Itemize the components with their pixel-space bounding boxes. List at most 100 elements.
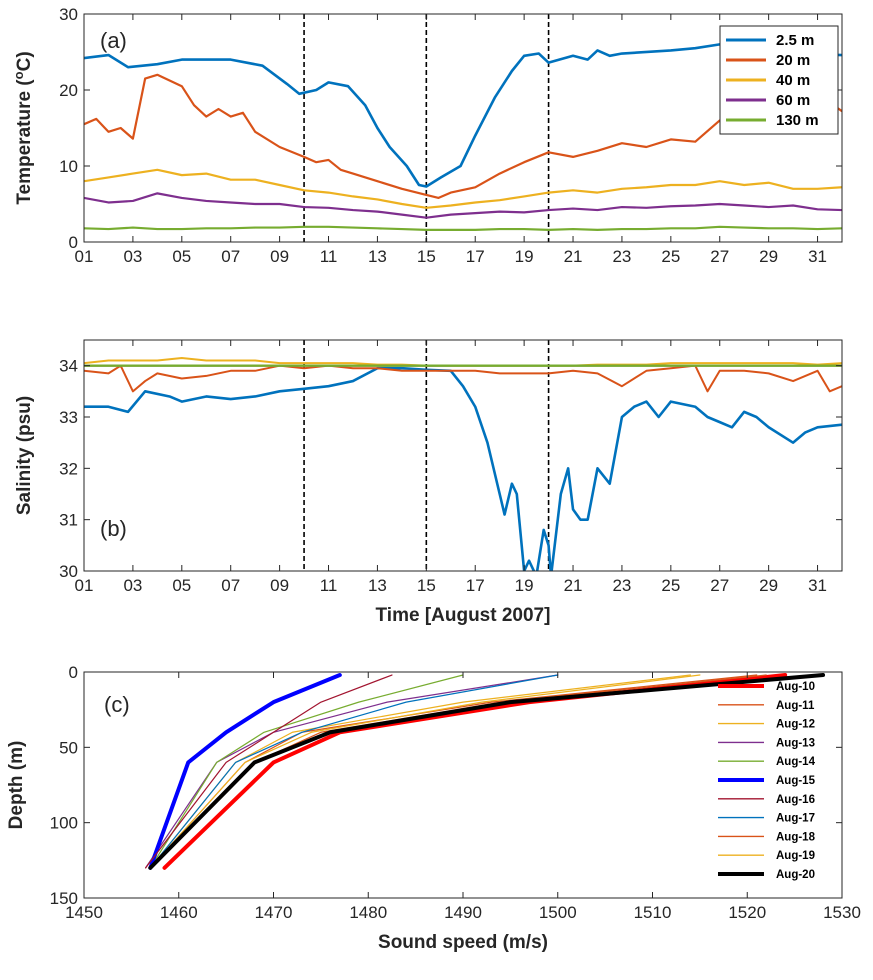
x-tick-label: 27 <box>710 247 729 266</box>
x-tick-label: 05 <box>172 247 191 266</box>
series-line-130-m <box>84 225 842 231</box>
x-tick-label: 25 <box>661 576 680 595</box>
x-tick-label: 17 <box>466 576 485 595</box>
series-line-20-m <box>84 73 842 200</box>
legend-label: 20 m <box>776 52 810 69</box>
legend-label: Aug-17 <box>776 813 815 825</box>
series-line-40-m <box>84 168 842 209</box>
series-line-Aug-16 <box>144 674 393 869</box>
x-tick-label: 01 <box>75 576 94 595</box>
axes-frame <box>83 13 843 243</box>
y-axis-label: Salinity (psu) <box>14 396 35 515</box>
x-tick-label: 25 <box>661 247 680 266</box>
legend-label: Aug-13 <box>776 737 815 749</box>
panel-label: (c) <box>104 692 130 717</box>
x-tick-label: 01 <box>75 247 94 266</box>
y-tick-label: 10 <box>59 157 78 176</box>
legend-label: Aug-11 <box>776 700 815 712</box>
x-tick-label: 1470 <box>255 903 293 922</box>
x-axis-label: Time [August 2007] <box>376 605 551 626</box>
legend-label: Aug-15 <box>776 775 816 787</box>
series-line-2-5-m <box>84 43 842 188</box>
x-tick-label: 1530 <box>823 903 861 922</box>
series-group <box>84 43 842 231</box>
x-tick-label: 19 <box>515 247 534 266</box>
x-tick-label: 21 <box>564 576 583 595</box>
legend-label: Aug-12 <box>776 719 815 731</box>
x-tick-label: 15 <box>417 247 436 266</box>
legend-label: Aug-20 <box>776 869 815 881</box>
panel-a-temperature: 01 03 05 07 09 11 13 15 17 19 21 23 25 27 29 31 0 10 20 30 T… <box>11 5 843 266</box>
legend-label: Aug-14 <box>776 756 816 768</box>
x-tick-label: 03 <box>123 247 142 266</box>
legend-label: Aug-18 <box>776 831 816 843</box>
y-tick-label: 0 <box>69 233 78 252</box>
y-tick-label: 50 <box>59 738 78 757</box>
x-tick-label: 1500 <box>539 903 577 922</box>
x-tick-label: 13 <box>368 247 387 266</box>
x-tick-label: 29 <box>759 576 778 595</box>
x-tick-label: 09 <box>270 576 289 595</box>
series-line-Aug-19 <box>149 674 701 869</box>
panel-label: (b) <box>100 516 127 541</box>
legend-label: 40 m <box>776 72 810 89</box>
series-line-Aug-17 <box>149 674 559 869</box>
x-axis-label: Sound speed (m/s) <box>378 932 548 953</box>
y-axis-label: Temperature (oC) <box>11 51 35 204</box>
y-tick-label: 20 <box>59 81 78 100</box>
x-tick-label: 09 <box>270 247 289 266</box>
series-line-Aug-15 <box>148 673 342 870</box>
x-tick-label: 11 <box>320 247 338 266</box>
panel-c-sound-speed: 1450 1460 1470 1480 1490 1500 1510 1520 1530 0 50 1… <box>6 663 861 953</box>
y-axis-label-unit: C) <box>14 51 35 71</box>
y-tick-label: 33 <box>59 408 78 427</box>
x-tick-label: 31 <box>808 576 827 595</box>
x-tick-label: 23 <box>612 247 631 266</box>
x-tick-label: 03 <box>123 576 142 595</box>
series-group <box>84 356 842 571</box>
x-tick-label: 31 <box>808 247 827 266</box>
y-tick-label: 30 <box>59 5 78 24</box>
series-group <box>144 673 826 870</box>
legend-label: Aug-19 <box>776 850 815 862</box>
x-tick-label: 1490 <box>444 903 482 922</box>
x-tick-label: 11 <box>320 576 338 595</box>
legend-label: 2.5 m <box>776 32 814 49</box>
x-tick-label: 07 <box>221 247 240 266</box>
series-line-Aug-14 <box>149 674 464 869</box>
legend-label: Aug-10 <box>776 681 815 693</box>
y-tick-label: 30 <box>59 562 78 581</box>
axes-frame <box>83 339 843 572</box>
legend-label: 130 m <box>776 112 819 129</box>
y-axis-label: Depth (m) <box>6 741 27 830</box>
x-tick-label: 21 <box>564 247 583 266</box>
x-tick-label: 1450 <box>65 903 103 922</box>
x-tick-label: 1520 <box>728 903 766 922</box>
x-tick-label: 1460 <box>160 903 198 922</box>
y-tick-label: 0 <box>69 663 78 682</box>
series-line-20-m <box>84 364 842 393</box>
x-tick-label: 13 <box>368 576 387 595</box>
x-tick-label: 23 <box>612 576 631 595</box>
x-tick-label: 1480 <box>349 903 387 922</box>
y-tick-label: 100 <box>50 814 78 833</box>
series-line-60-m <box>84 192 842 219</box>
x-tick-label: 29 <box>759 247 778 266</box>
y-tick-label: 34 <box>59 357 78 376</box>
y-tick-label: 150 <box>50 889 78 908</box>
panel-b-salinity: 01 03 05 07 09 11 13 15 17 19 21 23 25 27 29 31 30 31 32 33… <box>14 339 843 626</box>
y-tick-label: 32 <box>59 459 78 478</box>
y-axis-label-part: Temperature ( <box>14 79 35 205</box>
x-tick-label: 19 <box>515 576 534 595</box>
x-tick-label: 05 <box>172 576 191 595</box>
legend-label: Aug-16 <box>776 794 815 806</box>
series-line-2-5-m <box>84 366 842 571</box>
y-tick-label: 31 <box>59 511 78 530</box>
x-tick-label: 1510 <box>634 903 672 922</box>
panel-label: (a) <box>100 28 127 53</box>
x-tick-label: 27 <box>710 576 729 595</box>
legend-label: 60 m <box>776 92 810 109</box>
series-line-Aug-20 <box>148 673 826 870</box>
